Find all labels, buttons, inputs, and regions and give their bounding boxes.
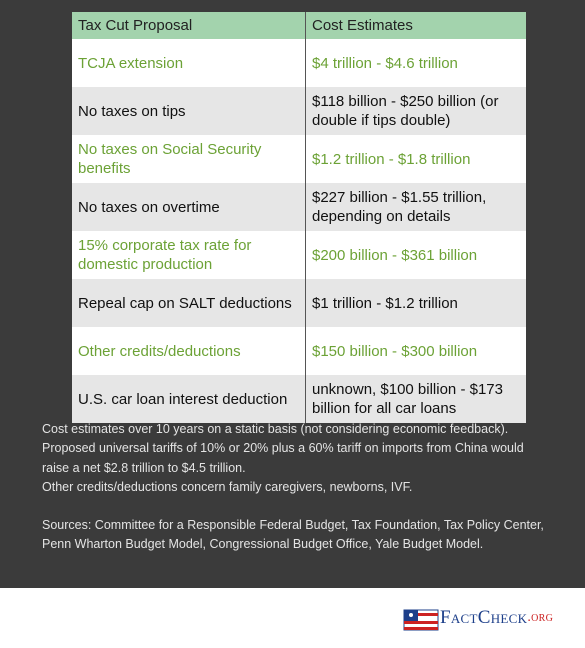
cost-cell: $4 trillion - $4.6 trillion	[305, 39, 526, 87]
flag-icon	[403, 609, 439, 631]
panel: Tax Cut Proposal Cost Estimates TCJA ext…	[0, 0, 585, 588]
cost-cell: $200 billion - $361 billion	[305, 231, 526, 279]
table-row: Repeal cap on SALT deductions $1 trillion…	[72, 279, 526, 327]
header-cell: Cost Estimates	[305, 12, 526, 39]
proposal-cell: U.S. car loan interest deduction	[72, 375, 306, 423]
proposal-cell: Repeal cap on SALT deductions	[72, 279, 306, 327]
proposal-cell: No taxes on Social Security benefits	[72, 135, 306, 183]
cost-cell: $150 billion - $300 billion	[305, 327, 526, 375]
cost-cell: $227 billion - $1.55 trillion, depending…	[305, 183, 526, 231]
proposal-cell: 15% corporate tax rate for domestic prod…	[72, 231, 306, 279]
note: Cost estimates over 10 years on a static…	[42, 422, 509, 436]
cost-cell: unknown, $100 billion - $173 billion for…	[305, 375, 526, 423]
note: Proposed universal tariffs of 10% or 20%…	[42, 441, 524, 475]
table-row: No taxes on overtime $227 billion - $1.55…	[72, 183, 526, 231]
proposal-cell: No taxes on tips	[72, 87, 306, 135]
table-row: TCJA extension $4 trillion - $4.6 trillio…	[72, 39, 526, 87]
table-row: No taxes on tips $118 billion - $250 bill…	[72, 87, 526, 135]
cost-cell: $1 trillion - $1.2 trillion	[305, 279, 526, 327]
logo: FactCheck .org	[402, 603, 553, 633]
sources: Sources: Committee for a Responsible Fed…	[42, 518, 544, 552]
proposal-cell: TCJA extension	[72, 39, 306, 87]
cost-cell: $1.2 trillion - $1.8 trillion	[305, 135, 526, 183]
proposal-cell: Other credits/deductions	[72, 327, 306, 375]
table-body: TCJA extension $4 trillion - $4.6 trillio…	[72, 39, 526, 423]
table-row: Other credits/deductions $150 billion - $…	[72, 327, 526, 375]
table-row: No taxes on Social Security benefits $1.2…	[72, 135, 526, 183]
header-row: Tax Cut Proposal Cost Estimates	[72, 12, 526, 39]
logo-name: FactCheck	[440, 607, 528, 628]
notes: Cost estimates over 10 years on a static…	[42, 420, 547, 555]
table-row: 15% corporate tax rate for domestic prod…	[72, 231, 526, 279]
header-cell: Tax Cut Proposal	[72, 12, 306, 39]
cost-table: Tax Cut Proposal Cost Estimates TCJA ext…	[72, 12, 526, 423]
note: Other credits/deductions concern family …	[42, 479, 413, 494]
table-row: U.S. car loan interest deduction unknown,…	[72, 375, 526, 423]
cost-cell: $118 billion - $250 billion (or double i…	[305, 87, 526, 135]
logo-suffix: .org	[527, 610, 554, 625]
proposal-cell: No taxes on overtime	[72, 183, 306, 231]
